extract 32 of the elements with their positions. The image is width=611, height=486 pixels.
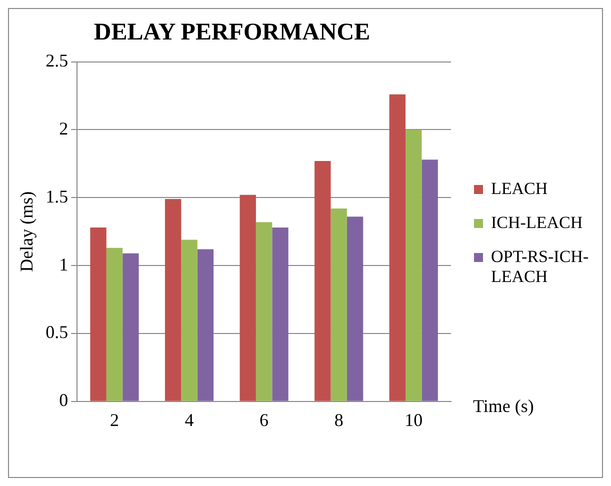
bar: [164, 199, 182, 401]
bar: [256, 222, 272, 401]
bar: [106, 248, 123, 401]
x-tick-label: 8: [334, 410, 344, 430]
legend-label: OPT-RS-ICH-LEACH: [491, 247, 590, 287]
y-axis-title: Delay (ms): [16, 191, 37, 272]
bar: [422, 160, 438, 401]
y-tick-label: 2: [59, 118, 68, 138]
bar: [406, 130, 422, 401]
bar: [122, 253, 139, 401]
y-tick-label: 0.5: [46, 322, 68, 342]
bar: [272, 228, 288, 401]
x-tick-label: 6: [260, 410, 269, 430]
bar: [330, 208, 347, 401]
x-tick-label: 10: [404, 410, 423, 430]
y-tick-label: 1: [59, 254, 68, 274]
legend-label: ICH-LEACH: [491, 213, 583, 233]
bar: [197, 249, 214, 401]
legend-label: LEACH: [491, 179, 548, 199]
x-tick-label: 2: [110, 410, 119, 430]
bar: [314, 160, 331, 401]
x-tick-label: 4: [184, 410, 194, 430]
bar: [181, 240, 198, 401]
y-tick-label: 0: [59, 390, 68, 410]
y-tick-label: 2.5: [46, 50, 68, 71]
bar: [389, 94, 406, 401]
chart-title: DELAY PERFORMANCE: [94, 20, 370, 46]
bar: [240, 194, 256, 401]
bar: [346, 216, 364, 401]
bar: [90, 228, 106, 401]
x-axis-title: Time (s): [473, 396, 534, 416]
y-tick-label: 1.5: [46, 186, 68, 206]
